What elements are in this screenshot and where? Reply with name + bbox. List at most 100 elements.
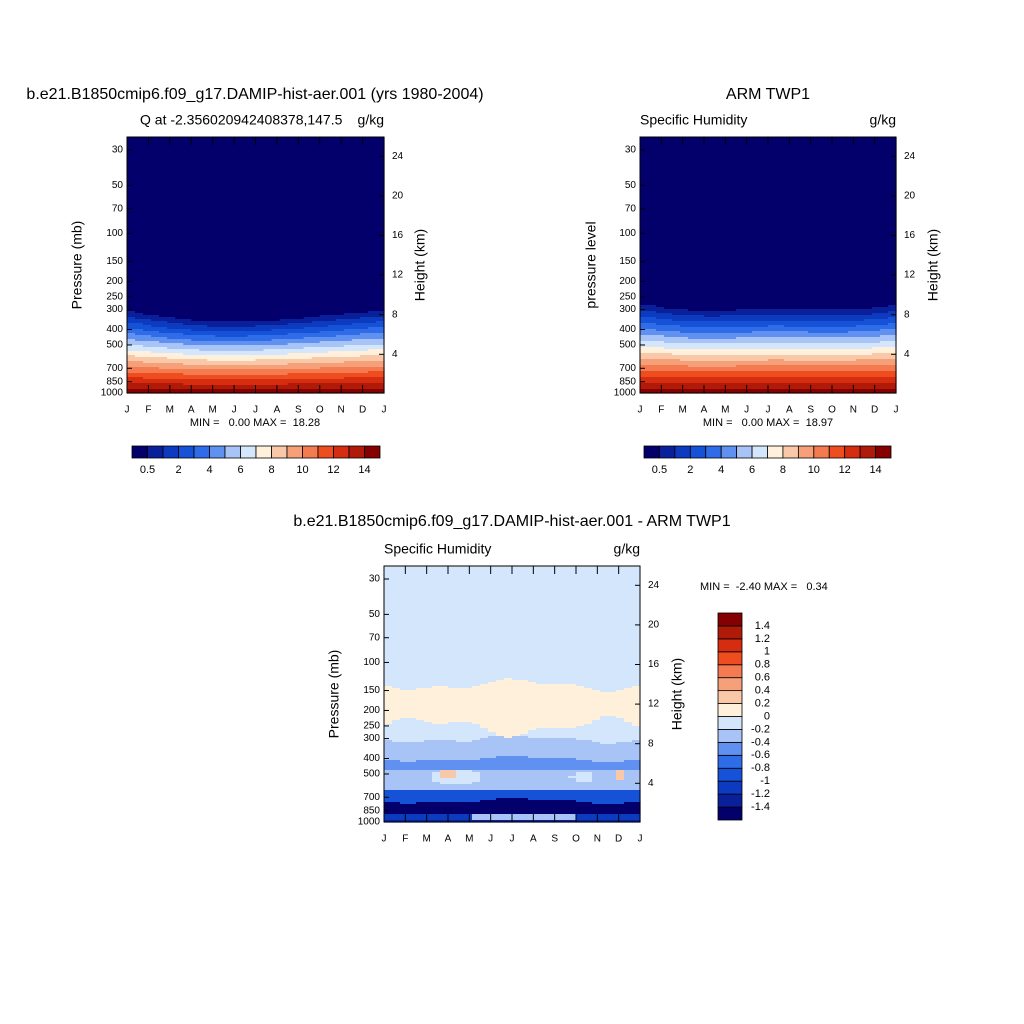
contour-fill (680, 383, 689, 390)
contour-fill (472, 790, 481, 803)
contour-fill (888, 377, 897, 384)
contour-fill (239, 369, 249, 376)
contour-fill (856, 309, 865, 316)
contour-fill (207, 335, 216, 342)
colorbar-box (717, 793, 743, 808)
contour-fill (816, 371, 825, 378)
colorbar-box (348, 445, 365, 459)
contour-fill (760, 331, 769, 338)
contour-fill (856, 389, 865, 394)
contour-fill (616, 820, 625, 823)
contour-fill (880, 383, 889, 390)
contour-fill (271, 385, 281, 390)
y2-tick-label: 16 (904, 230, 916, 241)
contour-fill (712, 311, 721, 318)
contour-fill (311, 383, 321, 390)
contour-fill (375, 383, 385, 390)
contour-fill (816, 309, 825, 316)
x-tick-label: J (232, 405, 237, 416)
contour-fill (520, 798, 529, 815)
contour-fill (135, 383, 144, 390)
contour-fill (432, 772, 441, 783)
contour-fill (392, 790, 401, 803)
contour-fill (888, 389, 897, 394)
contour-fill (215, 365, 224, 370)
contour-fill (335, 383, 345, 390)
y2-tick-label: 4 (904, 349, 910, 360)
contour-fill (303, 323, 313, 328)
x-tick-label: A (530, 834, 537, 845)
contour-fill (207, 379, 216, 386)
colorbar-box (717, 651, 743, 666)
contour-fill (840, 365, 849, 372)
contour-fill (688, 327, 697, 334)
contour-fill (840, 361, 849, 366)
contour-fill (151, 315, 160, 322)
contour-fill (576, 772, 585, 783)
contour-fill (648, 323, 657, 330)
contour-fill (576, 820, 585, 823)
contour-fill (536, 566, 545, 685)
contour-fill (175, 323, 184, 330)
contour-fill (800, 315, 809, 322)
contour-fill (343, 329, 353, 336)
contour-fill (448, 820, 457, 823)
contour-fill (448, 566, 457, 689)
contour-fill (528, 758, 537, 771)
contour-fill (512, 820, 521, 823)
contour-fill (424, 770, 433, 791)
contour-fill (736, 309, 745, 316)
contour-fill (311, 363, 321, 370)
contour-fill (239, 137, 249, 322)
y-tick-label: 200 (619, 276, 636, 287)
contour-fill (696, 339, 705, 344)
contour-fill (768, 309, 777, 316)
contour-fill (335, 347, 345, 352)
colorbar-box (317, 445, 334, 459)
contour-fill (856, 331, 865, 338)
contour-fill (263, 321, 273, 326)
contour-fill (808, 365, 817, 372)
contour-fill (832, 321, 841, 328)
contour-fill (640, 311, 649, 318)
contour-fill (496, 814, 505, 821)
y2-axis-label: Height (km) (412, 229, 428, 301)
contour-fill (207, 361, 216, 366)
contour-fill (472, 782, 481, 791)
contour-fill (640, 137, 649, 306)
contour-fill (808, 327, 817, 334)
contour-fill (800, 309, 809, 316)
contour-fill (279, 369, 289, 376)
contour-fill (416, 566, 425, 689)
contour-fill (528, 820, 537, 823)
contour-fill (656, 307, 665, 314)
contour-fill (696, 311, 705, 316)
contour-fill (552, 728, 561, 739)
contour-fill (199, 365, 208, 370)
contour-fill (504, 798, 513, 815)
contour-fill (776, 337, 785, 344)
colorbar-box (717, 664, 743, 679)
contour-fill (824, 377, 833, 384)
contour-fill (784, 383, 793, 390)
contour-fill (584, 782, 593, 791)
contour-fill (800, 343, 809, 350)
contour-fill (568, 800, 577, 815)
colorbar-label: 2 (687, 464, 693, 476)
contour-fill (183, 375, 192, 380)
contour-fill (303, 383, 313, 390)
contour-fill (872, 137, 881, 308)
contour-fill (279, 137, 289, 320)
contour-fill (167, 379, 176, 384)
contour-fill (151, 367, 160, 374)
contour-fill (319, 357, 329, 364)
contour-fill (512, 756, 521, 771)
y-tick-label: 200 (363, 705, 380, 716)
contour-fill (303, 317, 313, 324)
contour-fill (832, 327, 841, 334)
colorbar-box (240, 445, 257, 459)
contour-fill (143, 335, 152, 342)
contour-fill (728, 349, 737, 356)
contour-fill (375, 355, 385, 362)
contour-fill (672, 343, 681, 350)
